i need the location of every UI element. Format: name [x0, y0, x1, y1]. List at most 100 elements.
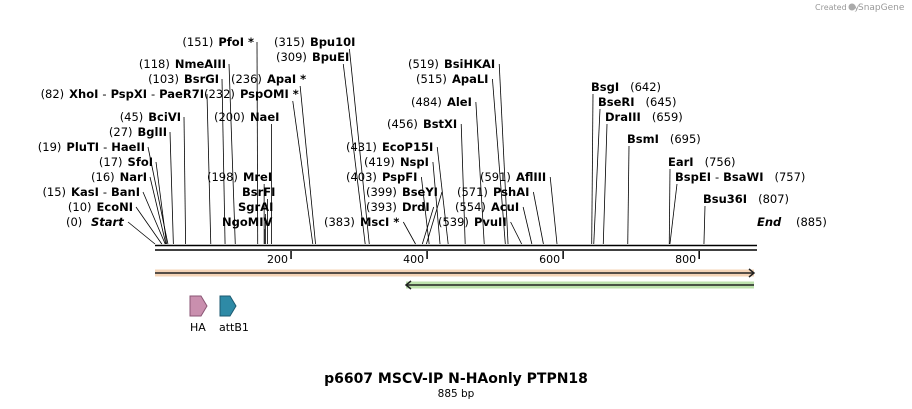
- site-naei[interactable]: (200) NaeI: [214, 110, 279, 124]
- site-econi[interactable]: (10) EcoNI: [68, 200, 133, 214]
- site-bstxi[interactable]: (456) BstXI: [387, 117, 457, 131]
- site-pvuii[interactable]: (539) PvuII: [438, 215, 507, 229]
- site-name: PshAI: [493, 185, 529, 199]
- site-nspi[interactable]: (419) NspI: [364, 155, 429, 169]
- site-name: NarI: [120, 170, 147, 184]
- site-kasi[interactable]: (15) KasI - BanI: [42, 185, 140, 199]
- site-position: (315): [274, 35, 305, 49]
- site-nmeaiii[interactable]: (118) NmeAIII: [139, 57, 226, 71]
- site-position: (103): [148, 72, 179, 86]
- site-name: BsrFI: [242, 185, 275, 199]
- orange-track[interactable]: [155, 268, 756, 278]
- site-position: (403): [346, 170, 377, 184]
- site-msci[interactable]: (383) MscI *: [324, 215, 399, 229]
- site-position: (456): [387, 117, 418, 131]
- site-position: (419): [364, 155, 395, 169]
- site-apai[interactable]: (236) ApaI *: [231, 72, 306, 86]
- site-pspfi[interactable]: (403) PspFI: [346, 170, 417, 184]
- site-separator: -: [715, 170, 719, 184]
- site-bsrfi[interactable]: BsrFI: [242, 185, 275, 199]
- site-eari[interactable]: EarI (756): [668, 155, 736, 169]
- site-connector: [349, 48, 370, 245]
- site-bsmi[interactable]: BsmI (695): [627, 132, 701, 146]
- site-bspei[interactable]: BspEI - BsaWI (757): [675, 170, 805, 184]
- site-pshai[interactable]: (571) PshAI: [457, 185, 529, 199]
- site-position: (571): [457, 185, 488, 199]
- site-bsgi[interactable]: BsgI (642): [591, 80, 661, 94]
- site-position: (151): [182, 35, 213, 49]
- site-bsrgi[interactable]: (103) BsrGI: [148, 72, 219, 86]
- feature-ha[interactable]: HA: [189, 295, 208, 334]
- site-mrei[interactable]: (198) MreI: [207, 170, 272, 184]
- site-drdi[interactable]: (393) DrdI: [366, 200, 430, 214]
- site-position: (17): [99, 155, 123, 169]
- site-connector: [492, 78, 506, 245]
- site-connectors: [127, 41, 706, 245]
- site-position: (198): [207, 170, 238, 184]
- site-name: Bsu36I: [703, 192, 747, 206]
- site-position: (431): [346, 140, 377, 154]
- site-separator: -: [102, 87, 106, 101]
- site-position: (309): [276, 50, 307, 64]
- site-connector: [703, 205, 706, 245]
- site-bpu10i[interactable]: (315) Bpu10I: [274, 35, 355, 49]
- site-position: (118): [139, 57, 170, 71]
- site-apali[interactable]: (515) ApaLI: [416, 72, 488, 86]
- site-bpuei[interactable]: (309) BpuEI: [276, 50, 349, 64]
- site-name: BpuEI: [312, 50, 349, 64]
- site-position: (756): [705, 155, 736, 169]
- site-pluti[interactable]: (19) PluTI - HaeII: [38, 140, 145, 154]
- site-name: AleI: [447, 95, 472, 109]
- site-bcivi[interactable]: (45) BciVI: [120, 110, 181, 124]
- site-alei[interactable]: (484) AleI: [411, 95, 472, 109]
- green-track[interactable]: [404, 280, 754, 290]
- site-bglii[interactable]: (27) BglII: [109, 125, 167, 139]
- site-nari[interactable]: (16) NarI: [91, 170, 147, 184]
- site-bsihkai[interactable]: (519) BsiHKAI: [408, 57, 495, 71]
- site-afliii[interactable]: (591) AflIII: [480, 170, 546, 184]
- site-sgrai[interactable]: SgrAI: [238, 200, 273, 214]
- site-name: AcuI: [491, 200, 519, 214]
- site-connector: [669, 183, 678, 245]
- site-position: (399): [366, 185, 397, 199]
- end-label: End: [757, 215, 782, 229]
- site-connector: [142, 191, 166, 245]
- watermark-product: SnapGene: [858, 3, 905, 13]
- start-marker: (0) Start: [66, 215, 124, 229]
- start-connector: [127, 221, 156, 245]
- site-name: DraIII: [605, 110, 641, 124]
- snapgene-watermark: Created by SnapGene: [815, 3, 905, 13]
- site-name: ApaI *: [267, 72, 306, 86]
- site-name: SfoI: [128, 155, 153, 169]
- site-ecop15i[interactable]: (431) EcoP15I: [346, 140, 433, 154]
- site-connector: [342, 63, 366, 245]
- site-acui[interactable]: (554) AcuI: [455, 200, 519, 214]
- site-bseri[interactable]: BseRI (645): [598, 95, 676, 109]
- site-bseyi[interactable]: (399) BseYI: [366, 185, 438, 199]
- ruler-tick-label: 400: [403, 253, 424, 266]
- site-separator: -: [151, 87, 155, 101]
- site-position: (45): [120, 110, 144, 124]
- site-name: BstXI: [423, 117, 457, 131]
- ruler-tick-label: 800: [675, 253, 696, 266]
- site-connector: [627, 145, 630, 245]
- site-xhoi[interactable]: (82) XhoI - PspXI - PaeR7I: [41, 87, 204, 101]
- site-connector: [228, 63, 236, 245]
- arrowhead-left-icon: [404, 280, 412, 290]
- site-connector: [147, 146, 169, 245]
- site-name: Bpu10I: [310, 35, 355, 49]
- site-pspomi[interactable]: (232) PspOMI *: [204, 87, 299, 101]
- site-name: NmeAIII: [175, 57, 226, 71]
- site-sfoi[interactable]: (17) SfoI: [99, 155, 153, 169]
- site-ngomiv[interactable]: NgoMIV: [222, 215, 272, 229]
- site-connector: [475, 101, 485, 245]
- plasmid-title: p6607 MSCV-IP N-HAonly PTPN18: [324, 371, 588, 387]
- site-connector: [169, 131, 174, 245]
- site-connector: [532, 191, 544, 245]
- site-connector: [668, 168, 671, 245]
- site-position: (16): [91, 170, 115, 184]
- feature-attb1[interactable]: attB1: [219, 295, 249, 334]
- site-bsu36i[interactable]: Bsu36I (807): [703, 192, 789, 206]
- site-draiii[interactable]: DraIII (659): [605, 110, 683, 124]
- site-pfoi[interactable]: (151) PfoI *: [182, 35, 254, 49]
